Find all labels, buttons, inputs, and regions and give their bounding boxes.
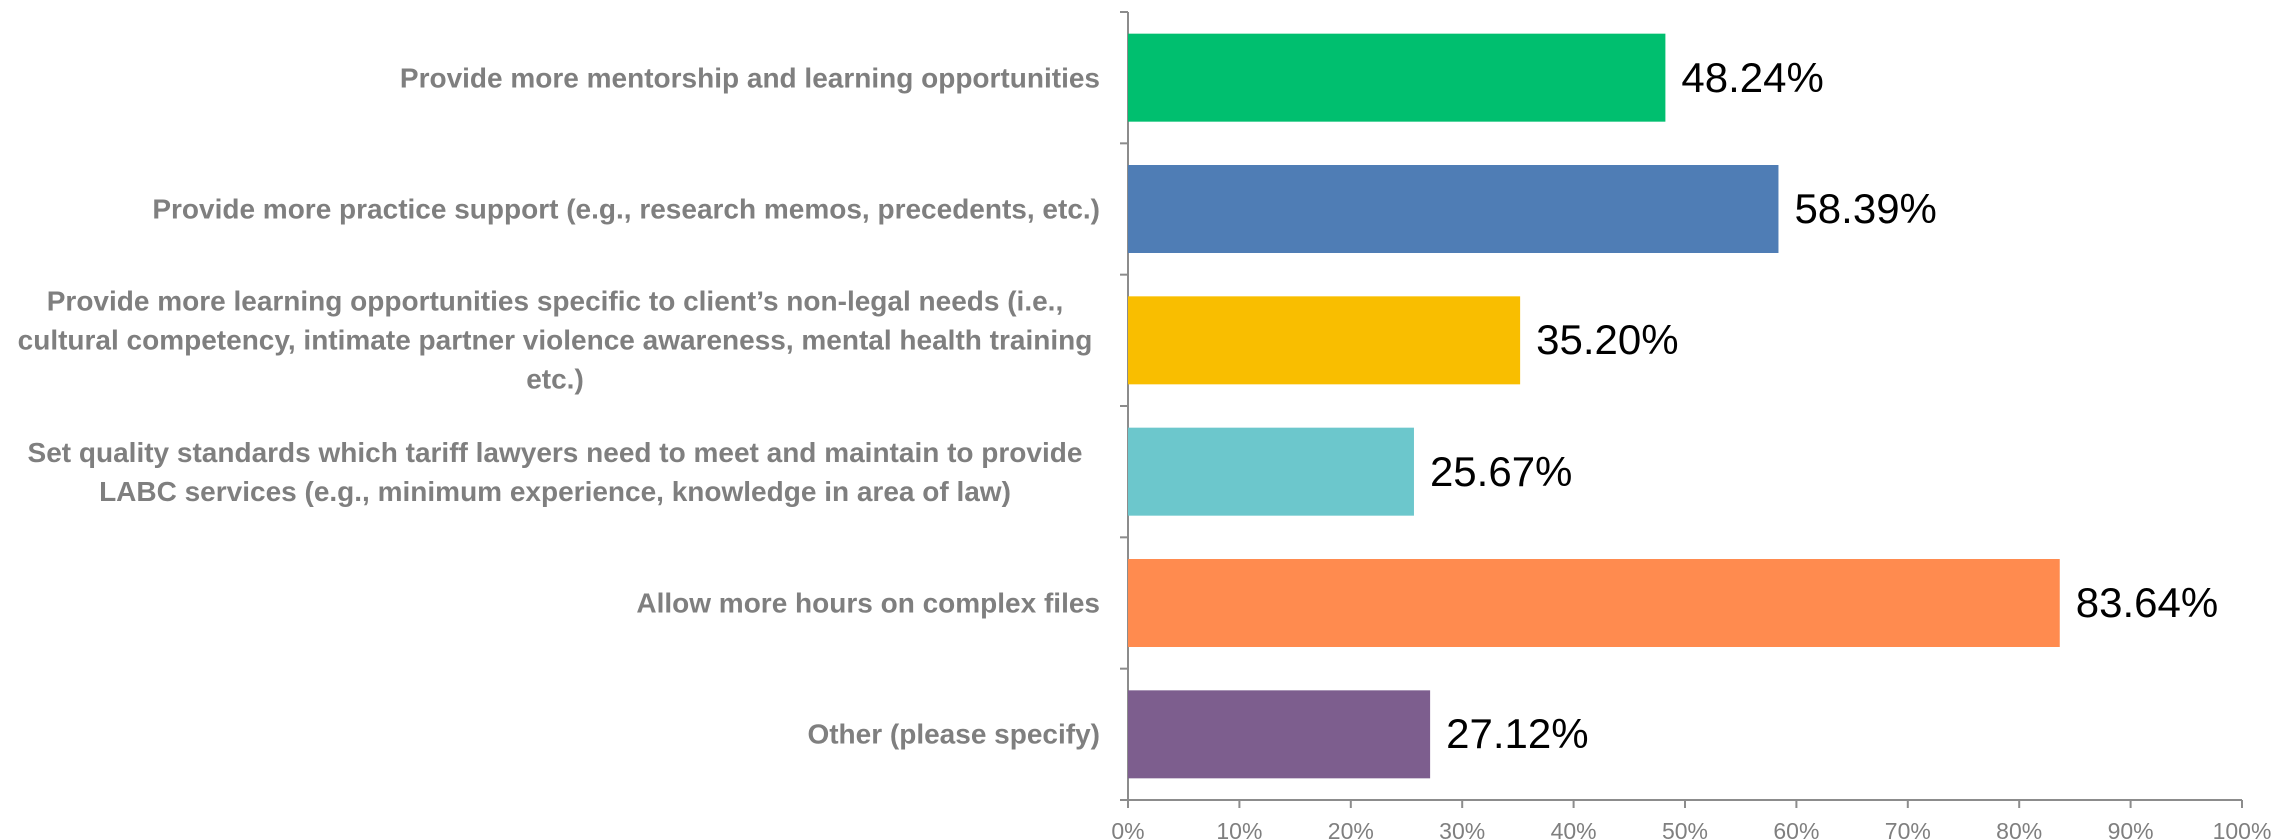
x-tick-label: 100% [2212, 818, 2272, 839]
bar [1128, 690, 1431, 779]
bar [1128, 296, 1521, 385]
x-tick-label: 30% [1439, 818, 1486, 839]
bar [1128, 559, 2060, 647]
category-label: Provide more learning opportunities spec… [17, 285, 1093, 395]
value-label: 25.67% [1429, 447, 1573, 495]
value-label: 58.39% [1794, 185, 1937, 232]
category-label: Provide more mentorship and learning opp… [399, 62, 1100, 94]
bar [1128, 427, 1414, 516]
x-tick-label: 80% [1996, 818, 2043, 839]
x-tick-label: 60% [1773, 818, 1820, 839]
bar [1128, 165, 1779, 253]
x-tick-label: 40% [1550, 818, 1597, 839]
value-label: 27.12% [1446, 710, 1589, 758]
value-label: 83.64% [2075, 579, 2219, 626]
x-tick-label: 90% [2107, 818, 2154, 839]
value-label: 35.20% [1536, 316, 1679, 364]
bar [1128, 33, 1666, 122]
category-label: Provide more practice support (e.g., res… [152, 193, 1100, 225]
x-tick-label: 50% [1661, 818, 1709, 839]
x-tick-label: 10% [1216, 818, 1263, 839]
x-tick-label: 20% [1327, 818, 1374, 839]
category-label: Other (please specify) [807, 718, 1100, 750]
x-tick-label: 0% [1111, 818, 1145, 839]
x-tick-label: 70% [1884, 818, 1931, 839]
category-label: Set quality standards which tariff lawye… [27, 436, 1083, 507]
value-label: 48.24% [1681, 53, 1824, 101]
category-label: Allow more hours on complex files [636, 587, 1100, 619]
